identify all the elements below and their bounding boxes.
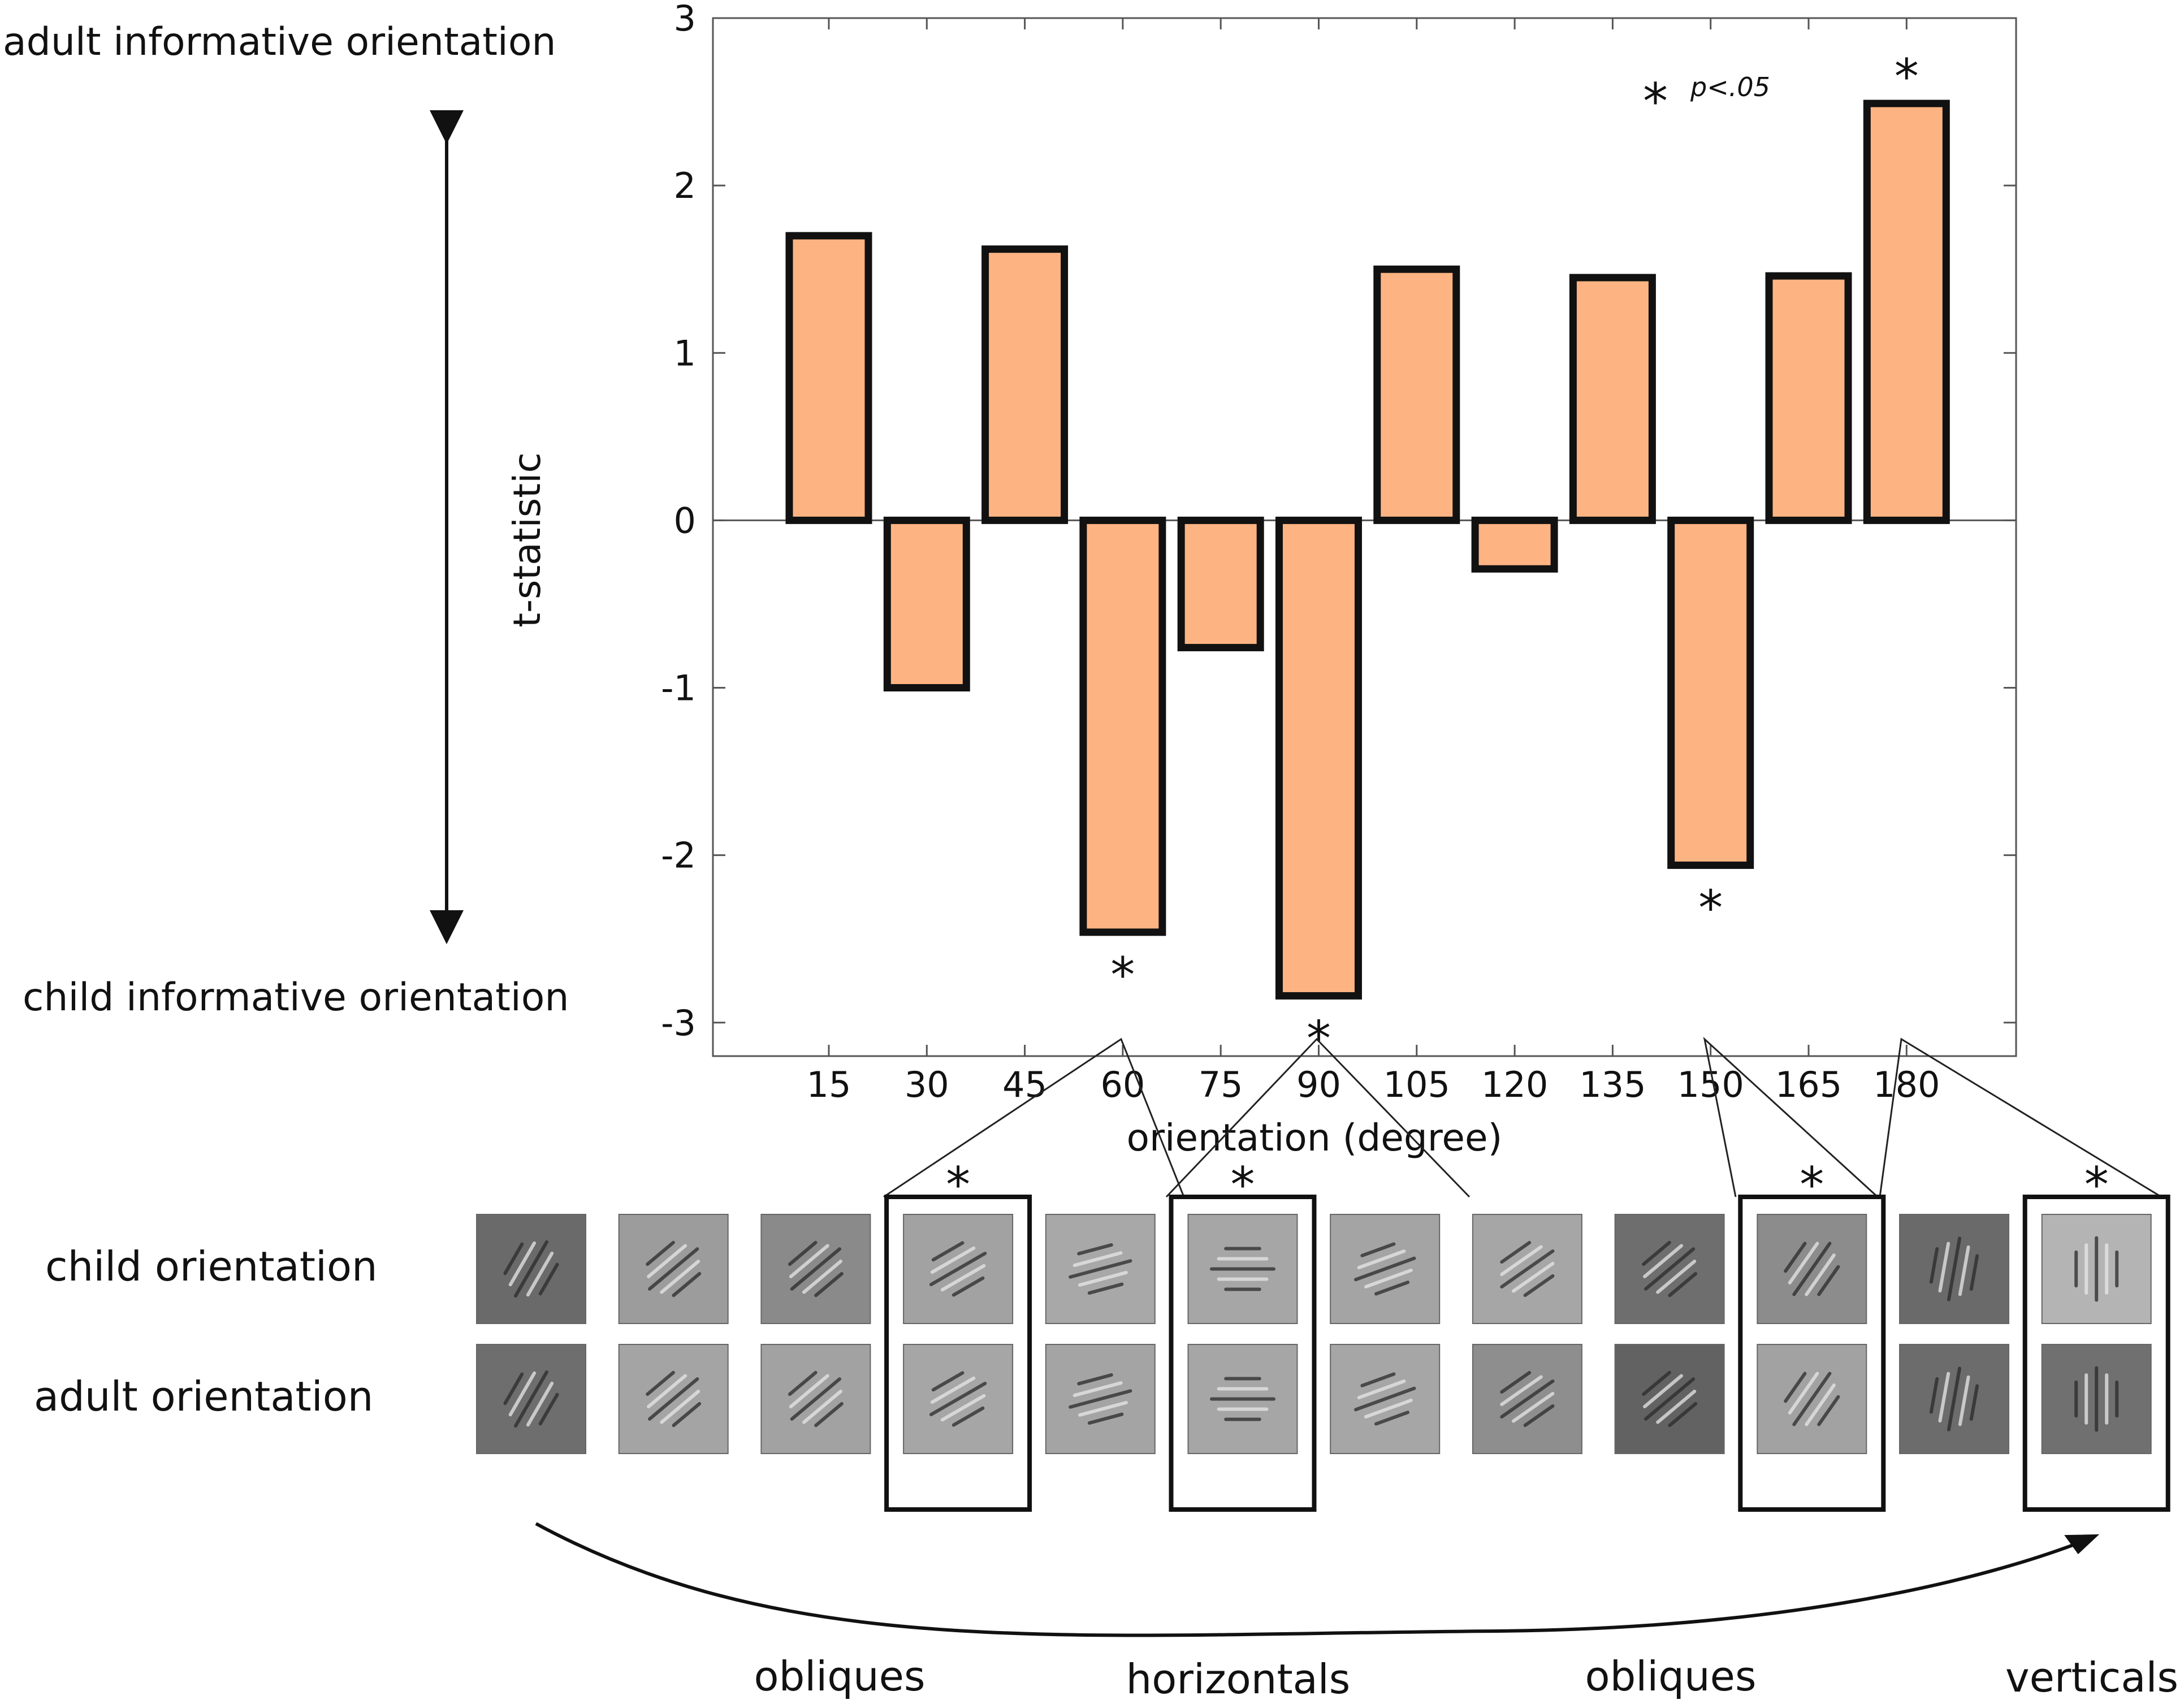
child-filter-120 bbox=[1472, 1214, 1582, 1324]
child-filter-150 bbox=[1757, 1214, 1867, 1324]
category-horizontals: horizontals bbox=[1126, 1655, 1351, 1703]
child-filter-60 bbox=[903, 1214, 1014, 1324]
adult-filter-120 bbox=[1472, 1344, 1582, 1454]
adult-filter-30 bbox=[618, 1344, 729, 1454]
adult-filter-180 bbox=[2041, 1344, 2152, 1454]
orientation-sweep-arrow bbox=[535, 1522, 2093, 1637]
x-tick-label: 105 bbox=[1383, 1064, 1450, 1105]
category-obliques-2: obliques bbox=[1585, 1653, 1757, 1700]
adult-informative-label: adult informative orientation bbox=[3, 20, 556, 64]
x-tick-label: 60 bbox=[1100, 1064, 1145, 1105]
x-tick-label: 30 bbox=[905, 1064, 949, 1105]
connector-150 bbox=[1703, 1036, 1879, 1198]
child-orientation-row-label: child orientation bbox=[45, 1243, 378, 1290]
highlight-boxes: * * * * bbox=[884, 1157, 2170, 1512]
legend-marker: * bbox=[1643, 72, 1668, 131]
bar-135 bbox=[1569, 274, 1656, 524]
child-filter-165 bbox=[1899, 1214, 2009, 1324]
highlight-box-180 bbox=[2022, 1195, 2170, 1512]
child-filter-90 bbox=[1187, 1214, 1298, 1324]
child-informative-label: child informative orientation bbox=[23, 975, 569, 1020]
connector-90 bbox=[1165, 1037, 1471, 1198]
x-tick-label: 90 bbox=[1296, 1064, 1341, 1105]
bar-45 bbox=[981, 245, 1069, 524]
highlight-box-90 bbox=[1169, 1195, 1317, 1512]
connector-60 bbox=[883, 1037, 1185, 1198]
filter-grid bbox=[476, 1214, 2152, 1454]
adult-filter-15 bbox=[476, 1344, 586, 1454]
x-axis-label: orientation (degree) bbox=[1127, 1116, 1503, 1160]
bar-150 bbox=[1667, 516, 1754, 869]
legend: * p<.05 bbox=[1643, 72, 1770, 131]
adult-orientation-row-label: adult orientation bbox=[34, 1373, 373, 1420]
child-filter-15 bbox=[476, 1214, 586, 1324]
significance-star-150: * bbox=[1698, 880, 1723, 936]
category-obliques-1: obliques bbox=[754, 1653, 926, 1700]
x-tick-label: 75 bbox=[1199, 1064, 1243, 1105]
adult-filter-105 bbox=[1330, 1344, 1441, 1454]
sweep-arrowhead bbox=[2064, 1534, 2100, 1555]
highlight-box-60 bbox=[884, 1195, 1032, 1512]
adult-filter-60 bbox=[903, 1344, 1014, 1454]
bar-180 bbox=[1863, 100, 1950, 524]
highlight-star-60: * bbox=[946, 1157, 970, 1213]
adult-filter-75 bbox=[1045, 1344, 1156, 1454]
bar-165 bbox=[1765, 272, 1852, 524]
x-tick-label: 45 bbox=[1002, 1064, 1047, 1105]
x-tick-label: 120 bbox=[1481, 1064, 1548, 1105]
bar-30 bbox=[883, 516, 970, 692]
y-tick-label: -1 bbox=[661, 668, 696, 709]
child-filter-30 bbox=[618, 1214, 729, 1324]
x-tick-label: 135 bbox=[1579, 1064, 1646, 1105]
y-tick-label: -3 bbox=[661, 1002, 696, 1044]
adult-filter-45 bbox=[760, 1344, 871, 1454]
bar-75 bbox=[1177, 516, 1264, 651]
zoom-connectors bbox=[883, 1036, 2162, 1198]
child-filter-45 bbox=[760, 1214, 871, 1324]
bar-120 bbox=[1471, 516, 1558, 573]
y-tick-label: 1 bbox=[674, 332, 696, 374]
category-verticals: verticals bbox=[2005, 1654, 2178, 1701]
highlight-star-90: * bbox=[1231, 1157, 1255, 1213]
bar-90 bbox=[1275, 516, 1362, 1000]
x-tick-label: 15 bbox=[807, 1064, 851, 1105]
highlight-star-180: * bbox=[2084, 1157, 2109, 1213]
adult-filter-150 bbox=[1757, 1344, 1867, 1454]
child-filter-75 bbox=[1045, 1214, 1156, 1324]
child-filter-105 bbox=[1330, 1214, 1441, 1324]
y-tick-label: -2 bbox=[661, 835, 696, 876]
adult-filter-135 bbox=[1614, 1344, 1725, 1454]
legend-label: p<.05 bbox=[1690, 72, 1770, 102]
y-tick-label: 3 bbox=[674, 0, 696, 39]
bar-105 bbox=[1373, 265, 1460, 524]
significance-star-90: * bbox=[1307, 1010, 1331, 1067]
bar-60 bbox=[1079, 516, 1166, 936]
x-tick-label: 180 bbox=[1873, 1064, 1940, 1105]
y-tick-label: 2 bbox=[674, 165, 696, 206]
y-axis-label: t-statistic bbox=[505, 452, 549, 628]
adult-filter-165 bbox=[1899, 1344, 2009, 1454]
plot-frame bbox=[712, 17, 2017, 1057]
bar-15 bbox=[785, 232, 872, 524]
child-filter-180 bbox=[2041, 1214, 2152, 1324]
y-tick-label: 0 bbox=[674, 500, 696, 541]
connector-180 bbox=[1879, 1037, 2162, 1198]
significance-star-180: * bbox=[1895, 49, 1919, 105]
child-filter-135 bbox=[1614, 1214, 1725, 1324]
adult-filter-90 bbox=[1187, 1344, 1298, 1454]
highlight-box-150 bbox=[1738, 1195, 1886, 1512]
significance-star-60: * bbox=[1110, 947, 1135, 1004]
x-tick-label: 165 bbox=[1775, 1064, 1842, 1105]
highlight-star-150: * bbox=[1800, 1157, 1824, 1213]
